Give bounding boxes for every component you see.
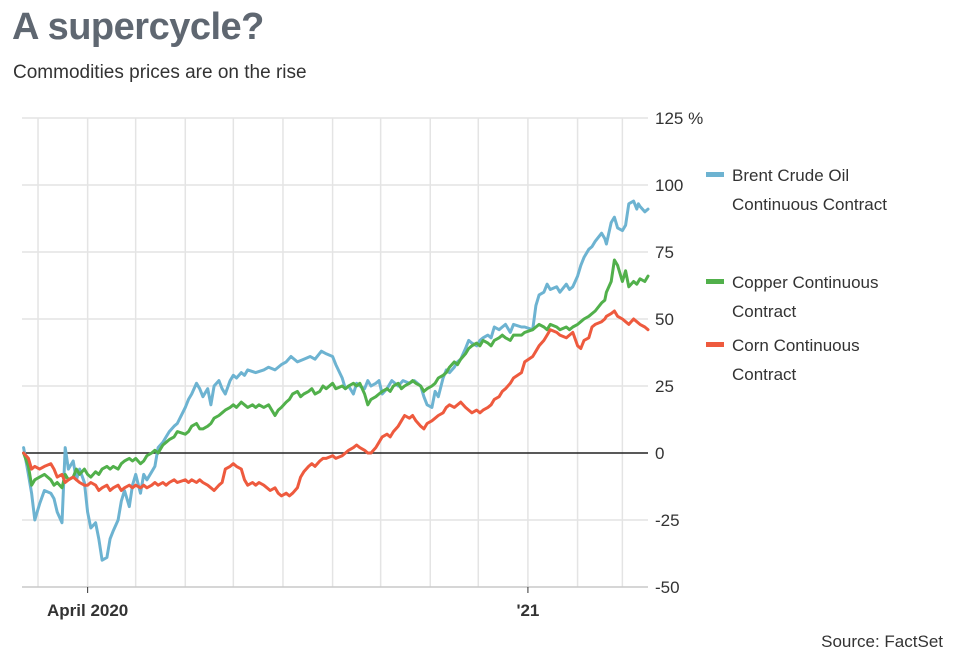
legend-label: Contract [732,302,797,321]
legend-label: Corn Continuous [732,336,860,355]
series-line-brent [22,199,650,562]
legend-label: Brent Crude Oil [732,166,849,185]
y-axis-ticks: 125 % 100 75 50 25 0 -25 -50 [655,109,703,597]
legend-label: Continuous Contract [732,195,887,214]
series-line-copper [22,258,650,490]
series-line-corn [22,309,650,498]
chart-title: A supercycle? [12,6,264,48]
chart-subtitle: Commodities prices are on the rise [13,62,307,83]
x-tick-label: '21 [516,601,539,620]
source-note: Source: FactSet [821,632,943,651]
legend: Brent Crude Oil Continuous Contract Copper… [706,166,887,384]
legend-swatch [706,172,724,177]
series-lines [22,199,650,562]
x-tick-label: April 2020 [47,601,128,620]
legend-label: Copper Continuous [732,273,878,292]
legend-swatch [706,342,724,347]
y-tick-label: -25 [655,511,680,530]
legend-label: Contract [732,365,797,384]
x-axis-ticks: April 2020 '21 [22,586,648,620]
y-tick-label: 125 % [655,109,703,128]
y-tick-label: 25 [655,377,674,396]
y-tick-label: 75 [655,243,674,262]
y-tick-label: -50 [655,578,680,597]
legend-swatch [706,279,724,284]
y-tick-label: 0 [655,444,664,463]
horizontal-gridlines [22,117,648,588]
y-tick-label: 50 [655,310,674,329]
vertical-gridlines [37,118,624,587]
y-tick-label: 100 [655,176,683,195]
